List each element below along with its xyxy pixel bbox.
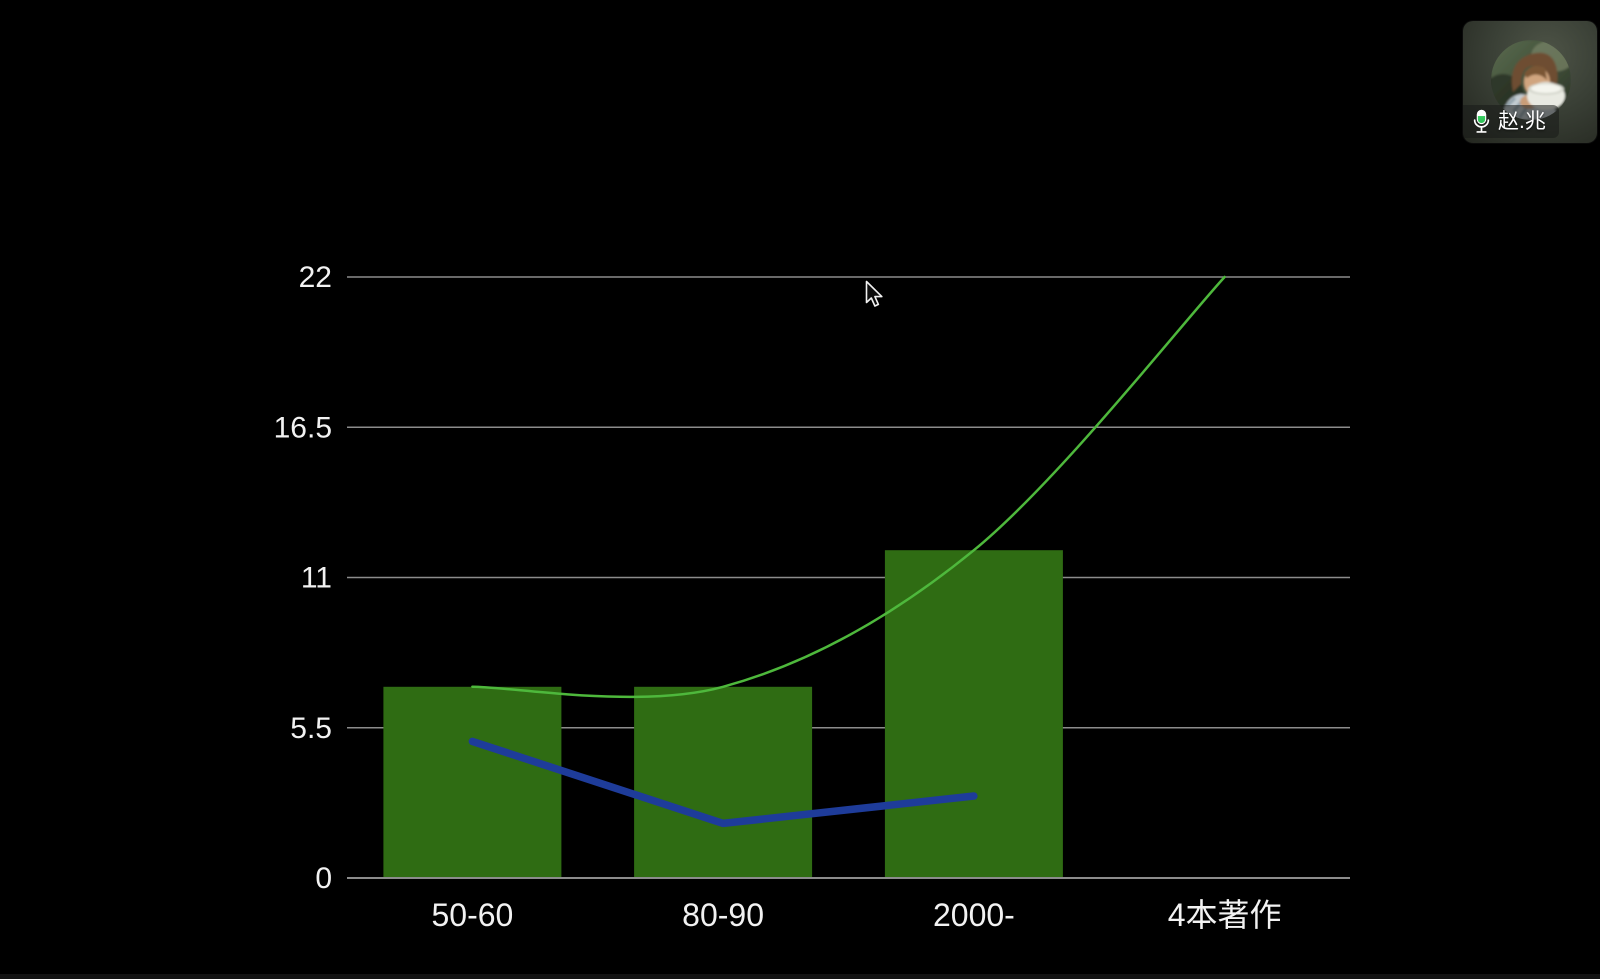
y-tick-label: 16.5: [274, 411, 332, 444]
data-line: [468, 737, 978, 828]
bar: [884, 550, 1063, 878]
microphone-icon: [1473, 109, 1490, 133]
participant-tile[interactable]: 赵.兆: [1463, 21, 1597, 143]
letterbox-strip: [0, 974, 1600, 979]
y-tick-label: 22: [299, 261, 332, 294]
bar: [634, 686, 813, 878]
x-category-label: 4本著作: [1168, 897, 1282, 933]
y-tick-label: 11: [301, 562, 332, 595]
trend-curve: [471, 275, 1226, 699]
y-tick-label: 5.5: [290, 712, 332, 745]
y-tick-label: 0: [315, 862, 332, 895]
participant-name: 赵.兆: [1498, 110, 1546, 133]
participant-name-bar: 赵.兆: [1463, 105, 1559, 138]
x-category-label: 2000-: [933, 897, 1015, 933]
x-category-label: 50-60: [431, 897, 513, 933]
bar: [383, 686, 562, 878]
x-category-label: 80-90: [682, 897, 764, 933]
